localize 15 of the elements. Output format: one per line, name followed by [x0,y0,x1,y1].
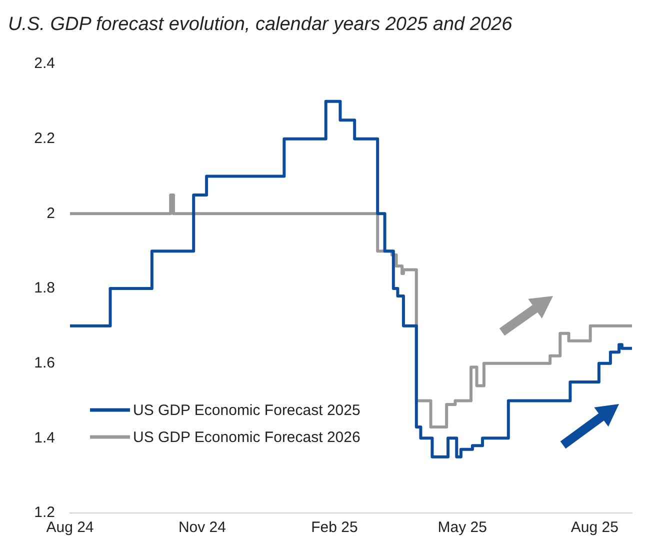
x-tick-label: May 25 [438,519,487,536]
y-tick-label: 1.2 [34,504,55,522]
y-tick-label: 2.4 [34,55,55,72]
y-tick-label: 2.2 [34,130,55,147]
x-tick-label: Aug 24 [46,519,94,536]
x-tick-label: Feb 25 [311,519,358,536]
x-tick-label: Aug 25 [570,519,618,536]
y-tick-label: 1.6 [34,354,55,372]
legend-label: US GDP Economic Forecast 2026 [133,429,360,446]
y-tick-label: 2 [46,204,55,222]
y-tick-label: 1.4 [34,429,55,446]
chart-title: U.S. GDP forecast evolution, calendar years 2025 and 2026 [8,14,512,36]
y-tick-label: 1.8 [34,280,55,297]
legend-label: US GDP Economic Forecast 2025 [133,402,360,420]
x-tick-label: Nov 24 [178,519,226,536]
